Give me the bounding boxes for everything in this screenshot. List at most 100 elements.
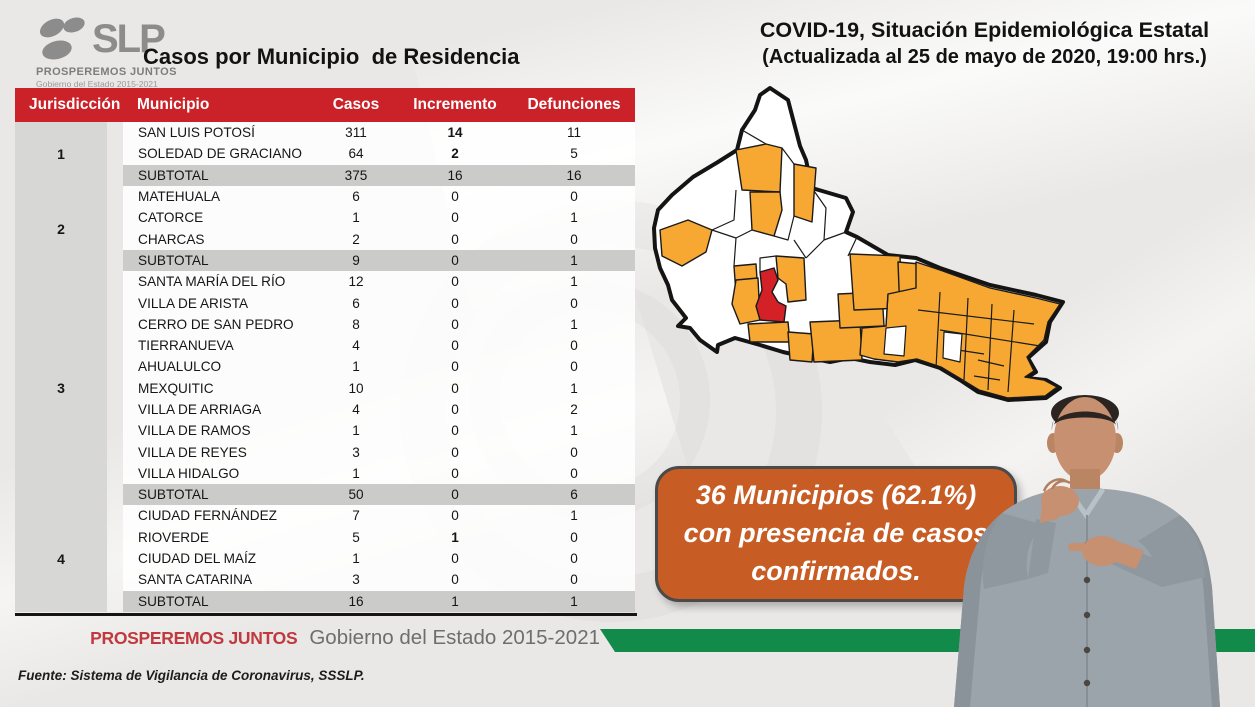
- municipio-cell: VILLA DE ARISTA: [123, 292, 315, 314]
- callout-line3: confirmados.: [751, 555, 921, 586]
- incremento-cell: 16: [397, 164, 513, 186]
- jurisdiccion-cell: [15, 505, 107, 527]
- gap-cell: [107, 548, 123, 569]
- defunciones-cell: 0: [513, 334, 635, 357]
- defunciones-cell: 0: [513, 292, 635, 314]
- casos-cell: 7: [315, 505, 397, 527]
- incremento-cell: 0: [397, 334, 513, 357]
- municipio-cell: MATEHUALA: [123, 185, 315, 208]
- incremento-cell: 0: [397, 249, 513, 272]
- footer-government: Gobierno del Estado 2015-2021: [309, 626, 600, 649]
- table-row: VILLA DE ARISTA 6 0 0: [15, 292, 635, 314]
- header-jurisdiccion: Jurisdicción: [29, 96, 121, 113]
- table-row: MATEHUALA 6 0 0: [15, 185, 635, 208]
- casos-cell: 1: [315, 356, 397, 378]
- table-row: SUBTOTAL 9 0 1: [15, 249, 635, 272]
- incremento-cell: 0: [397, 441, 513, 463]
- jurisdiccion-cell: [15, 398, 107, 421]
- table-bottom-rule: [15, 613, 637, 616]
- defunciones-cell: 1: [513, 313, 635, 335]
- municipio-cell: AHUALULCO: [123, 356, 315, 378]
- incremento-cell: 1: [397, 590, 513, 612]
- jurisdiccion-cell: [15, 526, 107, 548]
- municipio-cell: SUBTOTAL: [123, 164, 315, 186]
- gap-cell: [107, 569, 123, 590]
- municipio-cell: CERRO DE SAN PEDRO: [123, 313, 315, 335]
- gap-cell: [107, 250, 123, 271]
- defunciones-cell: 0: [513, 526, 635, 548]
- casos-cell: 4: [315, 334, 397, 357]
- defunciones-cell: 0: [513, 228, 635, 250]
- incremento-cell: 0: [397, 292, 513, 314]
- municipio-cell: SUBTOTAL: [123, 590, 315, 612]
- gap-cell: [107, 527, 123, 548]
- defunciones-cell: 5: [513, 143, 635, 165]
- casos-cell: 3: [315, 569, 397, 591]
- casos-cell: 2: [315, 228, 397, 250]
- jurisdiccion-number: 3: [57, 380, 65, 396]
- table-row: TIERRANUEVA 4 0 0: [15, 334, 635, 357]
- casos-cell: 1: [315, 207, 397, 229]
- table-row: VILLA DE REYES 3 0 0: [15, 441, 635, 463]
- table-row: VILLA DE RAMOS 1 0 1: [15, 420, 635, 442]
- gap-cell: [107, 463, 123, 484]
- jurisdiccion-cell: [15, 569, 107, 591]
- gap-cell: [107, 378, 123, 399]
- casos-cell: 311: [315, 122, 397, 144]
- incremento-cell: 0: [397, 377, 513, 399]
- table-row: CIUDAD FERNÁNDEZ 7 0 1: [15, 505, 635, 527]
- jurisdiccion-cell: [15, 377, 107, 399]
- casos-cell: 3: [315, 441, 397, 463]
- slp-logo-glyph: [39, 17, 85, 60]
- incremento-cell: 0: [397, 505, 513, 527]
- incremento-cell: 0: [397, 271, 513, 293]
- table-row: RIOVERDE 5 1 0: [15, 526, 635, 548]
- slp-government-logo: SLP PROSPEREMOS JUNTOS Gobierno del Esta…: [36, 14, 186, 89]
- gap-cell: [107, 143, 123, 164]
- incremento-cell: 0: [397, 356, 513, 378]
- municipio-cell: VILLA DE RAMOS: [123, 420, 315, 442]
- incremento-cell: 0: [397, 547, 513, 570]
- table-row: VILLA DE ARRIAGA 4 0 2: [15, 398, 635, 421]
- gap-cell: [107, 399, 123, 420]
- logo-acronym: SLP: [92, 17, 166, 61]
- gap-cell: [107, 292, 123, 313]
- incremento-cell: 0: [397, 313, 513, 335]
- report-title-line1: COVID-19, Situación Epidemiológica Estat…: [759, 18, 1210, 42]
- jurisdiccion-number: 2: [57, 221, 65, 237]
- jurisdiccion-cell: [15, 462, 107, 485]
- defunciones-cell: 0: [513, 547, 635, 570]
- incremento-cell: 0: [397, 462, 513, 485]
- gap-cell: [107, 271, 123, 292]
- table-row: MEXQUITIC 10 0 1: [15, 377, 635, 399]
- footer-brand: PROSPEREMOS JUNTOS: [90, 628, 298, 648]
- footer-brand-line: PROSPEREMOS JUNTOS Gobierno del Estado 2…: [15, 626, 600, 650]
- jurisdiccion-cell: [15, 420, 107, 442]
- casos-cell: 8: [315, 313, 397, 335]
- casos-cell: 6: [315, 185, 397, 208]
- table-row: CATORCE 1 0 1: [15, 207, 635, 229]
- table-row: CHARCAS 2 0 0: [15, 228, 635, 250]
- municipio-cell: CHARCAS: [123, 228, 315, 250]
- jurisdiccion-cell: [15, 164, 107, 186]
- municipio-cell: CATORCE: [123, 207, 315, 229]
- header-casos: Casos: [332, 96, 380, 113]
- table-row: AHUALULCO 1 0 0: [15, 356, 635, 378]
- jurisdiccion-cell: [15, 334, 107, 357]
- defunciones-cell: 0: [513, 569, 635, 591]
- municipio-cell: SUBTOTAL: [123, 249, 315, 272]
- defunciones-cell: 0: [513, 185, 635, 208]
- capital-municipality: [755, 267, 787, 323]
- cases-table: Jurisdicción Municipio Casos Incremento …: [15, 88, 635, 612]
- defunciones-cell: 11: [513, 122, 635, 144]
- gap-cell: [107, 207, 123, 228]
- table-row: VILLA HIDALGO 1 0 0: [15, 462, 635, 485]
- municipio-cell: SANTA CATARINA: [123, 569, 315, 591]
- casos-cell: 1: [315, 547, 397, 570]
- report-title: COVID-19, Situación Epidemiológica Estat…: [712, 18, 1255, 69]
- incremento-cell: 0: [397, 185, 513, 208]
- casos-cell: 5: [315, 526, 397, 548]
- table-row: SUBTOTAL 375 16 16: [15, 164, 635, 186]
- municipio-cell: VILLA DE REYES: [123, 441, 315, 463]
